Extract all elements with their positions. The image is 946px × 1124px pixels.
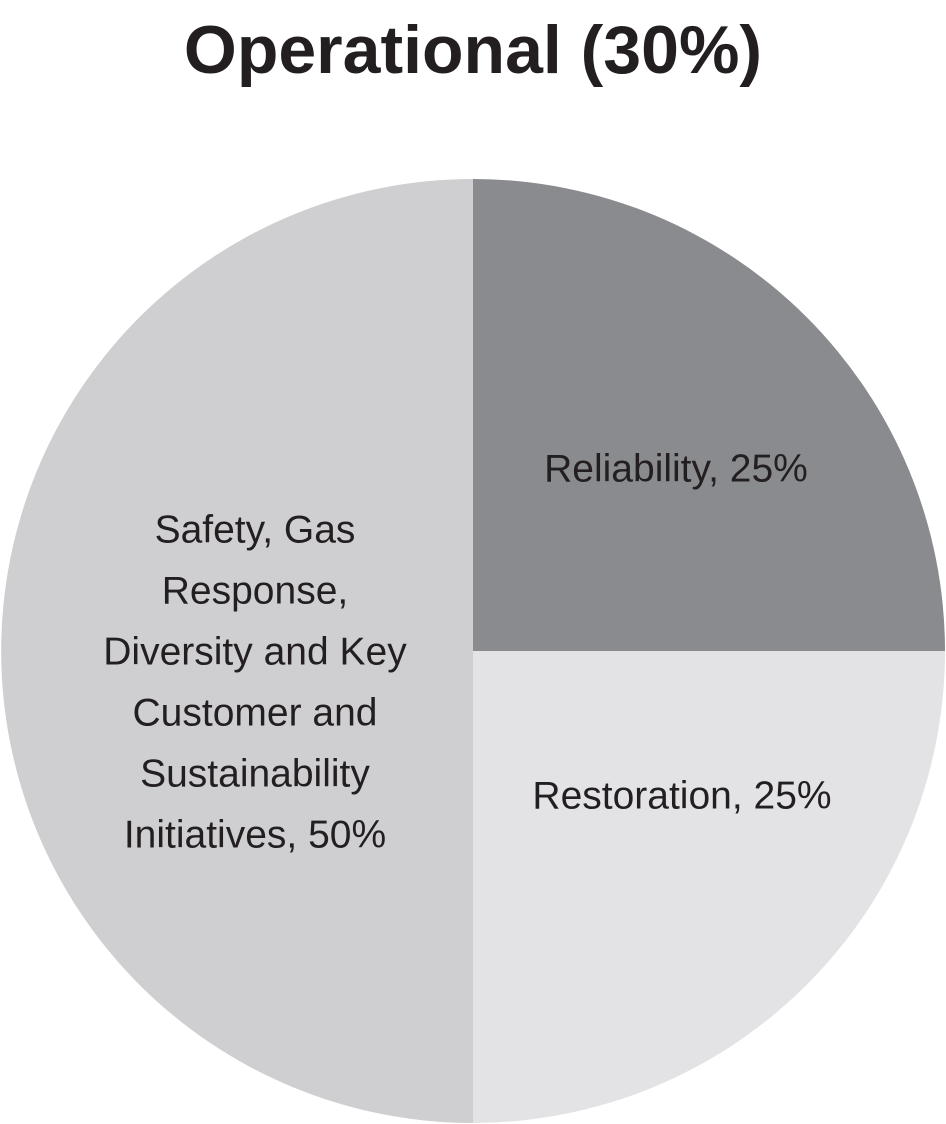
slice-label-0: Reliability, 25% (544, 448, 808, 491)
pie-labels: Reliability, 25% Restoration, 25% Safety, … (103, 448, 831, 857)
slice-label-line: Restoration, 25% (532, 775, 831, 818)
pie-slice-2 (1, 179, 473, 1123)
slice-label-line: Initiatives, 50% (124, 814, 386, 857)
pie-slice-1 (473, 651, 945, 1123)
slice-label-line: Diversity and Key (103, 631, 407, 674)
pie-slice-0 (473, 179, 945, 651)
slice-label-line: Customer and (133, 692, 378, 735)
slice-label-line: Response, (162, 570, 348, 613)
slice-label-1: Restoration, 25% (532, 775, 831, 818)
slice-label-line: Reliability, 25% (544, 448, 808, 491)
slice-label-line: Sustainability (140, 753, 370, 796)
slice-label-2: Safety, Gas Response, Diversity and Key Cus… (103, 509, 407, 857)
slice-label-line: Safety, Gas (155, 509, 356, 552)
chart-title: Operational (30%) (183, 12, 763, 88)
pie-slices (1, 179, 945, 1123)
